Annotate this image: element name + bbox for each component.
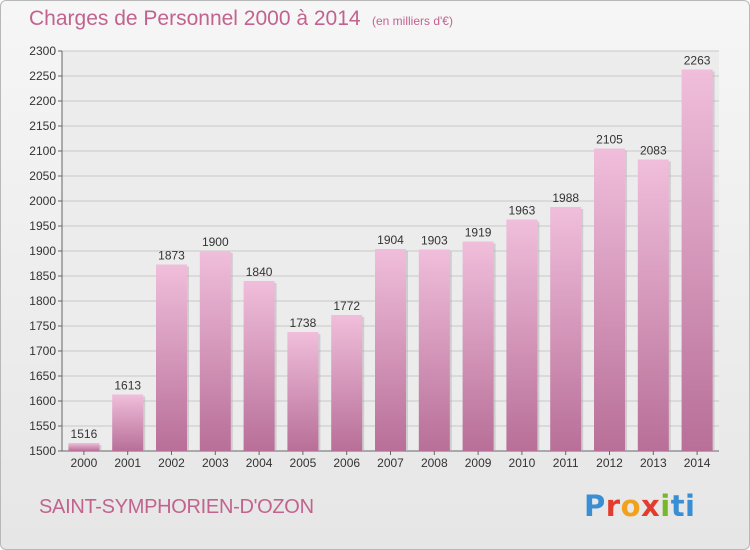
logo-letter-1: P: [584, 489, 606, 523]
x-tick-label: 2005: [290, 456, 317, 470]
y-tick-label: 1550: [29, 419, 56, 433]
y-tick-label: 1600: [29, 394, 56, 408]
bar: [112, 394, 144, 451]
logo-letter-5: i: [660, 489, 671, 523]
y-tick-label: 2250: [29, 69, 56, 83]
chart-subtitle: (en milliers d'€): [372, 14, 453, 28]
data-label: 1516: [71, 427, 98, 441]
y-tick-label: 1900: [29, 244, 56, 258]
proxiti-logo: Proxiti: [584, 489, 696, 523]
data-label: 1840: [246, 265, 273, 279]
x-tick-label: 2009: [465, 456, 492, 470]
chart-title: Charges de Personnel 2000 à 2014: [29, 7, 361, 30]
bar: [594, 148, 625, 451]
bar: [506, 219, 538, 451]
x-tick-label: 2000: [71, 456, 98, 470]
x-tick-label: 2010: [509, 456, 536, 470]
data-label: 1903: [421, 234, 448, 248]
data-label: 1738: [290, 316, 317, 330]
bar: [681, 69, 713, 451]
data-label: 1900: [202, 235, 229, 249]
bar: [243, 281, 275, 451]
commune-name: SAINT-SYMPHORIEN-D'OZON: [39, 496, 314, 518]
bar: [637, 159, 669, 451]
y-tick-label: 1800: [29, 294, 56, 308]
data-label: 1873: [158, 249, 185, 263]
data-label: 1772: [333, 299, 360, 313]
bar: [156, 264, 187, 451]
x-tick-label: 2011: [553, 456, 579, 470]
y-tick-label: 2300: [29, 44, 56, 58]
y-tick-label: 2100: [29, 144, 56, 158]
data-label: 1613: [114, 379, 141, 393]
y-tick-label: 1750: [29, 319, 56, 333]
data-label: 1988: [552, 191, 579, 205]
x-tick-label: 2008: [421, 456, 448, 470]
data-label: 2083: [640, 144, 667, 158]
bar: [68, 443, 100, 451]
y-tick-label: 2050: [29, 169, 56, 183]
bar: [287, 332, 319, 451]
y-tick-label: 1950: [29, 219, 56, 233]
data-label: 1963: [509, 204, 536, 218]
data-label: 2263: [684, 54, 711, 68]
x-tick-label: 2014: [684, 456, 711, 470]
y-tick-label: 1850: [29, 269, 56, 283]
bar: [375, 249, 406, 451]
y-tick-label: 2150: [29, 119, 56, 133]
x-tick-label: 2001: [114, 456, 141, 470]
x-tick-label: 2003: [202, 456, 229, 470]
y-tick-label: 2200: [29, 94, 56, 108]
bar: [550, 207, 582, 451]
logo-letter-2: r: [605, 489, 621, 523]
logo-letter-4: x: [641, 489, 661, 523]
bar: [331, 315, 363, 451]
bar: [199, 251, 231, 451]
y-tick-label: 1500: [29, 444, 56, 458]
x-tick-label: 2013: [640, 456, 667, 470]
bar: [418, 249, 450, 451]
x-tick-label: 2004: [246, 456, 273, 470]
logo-letter-3: o: [620, 489, 642, 523]
data-label: 2105: [596, 133, 623, 147]
data-label: 1919: [465, 226, 492, 240]
data-label: 1904: [377, 233, 404, 247]
y-tick-label: 1650: [29, 369, 56, 383]
y-tick-label: 2000: [29, 194, 56, 208]
logo-letter-6: ti: [670, 489, 696, 523]
x-tick-label: 2006: [333, 456, 360, 470]
y-tick-label: 1700: [29, 344, 56, 358]
x-tick-label: 2012: [596, 456, 623, 470]
x-tick-label: 2007: [377, 456, 404, 470]
bar: [462, 241, 494, 451]
x-tick-label: 2002: [158, 456, 185, 470]
